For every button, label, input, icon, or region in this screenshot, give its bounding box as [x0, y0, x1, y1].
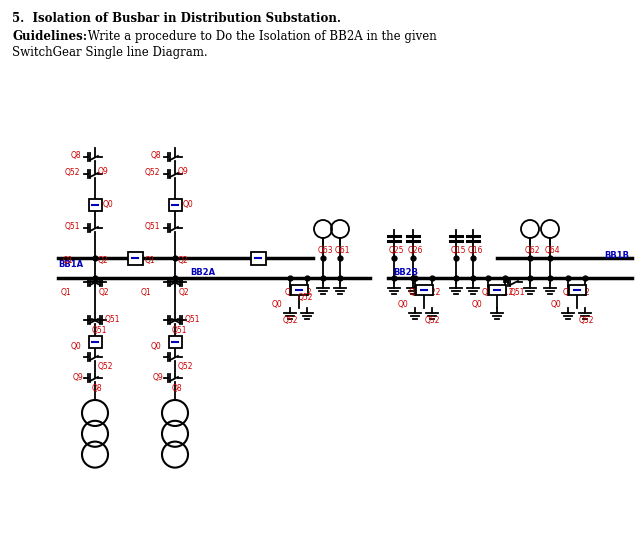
Text: Q15: Q15	[451, 246, 467, 255]
Text: Q9: Q9	[98, 167, 109, 176]
Text: Q0: Q0	[398, 300, 409, 309]
Text: Q9: Q9	[153, 373, 163, 382]
Bar	[128, 251, 142, 264]
Text: Q0: Q0	[71, 342, 82, 351]
Text: Q63: Q63	[318, 246, 333, 255]
Text: Q1: Q1	[61, 288, 72, 297]
Text: BB1B: BB1B	[604, 251, 629, 260]
Text: Q61: Q61	[335, 246, 351, 255]
Text: Q9: Q9	[73, 373, 84, 382]
Text: Q2: Q2	[302, 288, 313, 297]
Text: Q21: Q21	[409, 288, 424, 297]
Text: Q2: Q2	[178, 256, 188, 265]
Text: Q52: Q52	[98, 362, 113, 371]
Text: Q0: Q0	[272, 300, 283, 309]
Text: Q2: Q2	[580, 288, 590, 297]
Text: Q8: Q8	[92, 384, 103, 393]
Text: Q2: Q2	[98, 256, 108, 265]
Text: Q8: Q8	[172, 384, 183, 393]
Bar	[415, 285, 433, 295]
Text: Q2: Q2	[179, 288, 190, 297]
Text: Q52: Q52	[178, 362, 194, 371]
Text: SwitchGear Single line Diagram.: SwitchGear Single line Diagram.	[12, 46, 208, 59]
Text: Q8: Q8	[71, 151, 81, 160]
Text: Q1: Q1	[145, 256, 156, 265]
Text: Q8: Q8	[151, 151, 162, 160]
Bar	[169, 199, 181, 211]
Text: BB2B: BB2B	[393, 268, 418, 277]
Text: Q51: Q51	[510, 288, 526, 297]
Text: Q12: Q12	[499, 288, 514, 297]
Text: Q26: Q26	[408, 246, 424, 255]
Text: Q52: Q52	[65, 168, 81, 177]
Text: Q62: Q62	[525, 246, 540, 255]
Text: Write a procedure to Do the Isolation of BB2A in the given: Write a procedure to Do the Isolation of…	[84, 30, 437, 43]
Text: Q1: Q1	[141, 288, 152, 297]
Text: Q0: Q0	[472, 300, 483, 309]
Text: BB2A: BB2A	[190, 268, 215, 277]
Text: Q52: Q52	[145, 168, 160, 177]
Text: BB1A: BB1A	[58, 260, 83, 269]
Text: Q52: Q52	[283, 316, 299, 325]
Text: Q51: Q51	[145, 222, 160, 231]
Text: Q52: Q52	[425, 316, 440, 325]
Text: Q51: Q51	[92, 326, 108, 335]
Text: Q0: Q0	[103, 200, 113, 209]
Text: Q51: Q51	[185, 315, 201, 324]
Text: Q51: Q51	[65, 222, 81, 231]
Text: Q11: Q11	[482, 288, 497, 297]
Text: Q16: Q16	[468, 246, 483, 255]
Bar	[488, 285, 506, 295]
Bar	[290, 285, 308, 295]
Text: Q1: Q1	[563, 288, 574, 297]
Text: Q9: Q9	[178, 167, 188, 176]
Text: Q0: Q0	[151, 342, 162, 351]
Text: 5.  Isolation of Busbar in Distribution Substation.: 5. Isolation of Busbar in Distribution S…	[12, 12, 341, 25]
Text: Q1: Q1	[63, 256, 74, 265]
Text: Q64: Q64	[545, 246, 561, 255]
Text: Q0: Q0	[551, 300, 562, 309]
Text: Q52: Q52	[298, 293, 313, 302]
Bar	[169, 336, 181, 348]
Text: Q2: Q2	[99, 288, 110, 297]
Bar	[88, 199, 101, 211]
Text: Q1: Q1	[285, 288, 296, 297]
Text: Q25: Q25	[389, 246, 404, 255]
Bar	[88, 336, 101, 348]
Text: Q51: Q51	[172, 326, 188, 335]
Bar	[569, 285, 585, 295]
Text: Q22: Q22	[426, 288, 442, 297]
Text: Q52: Q52	[579, 316, 594, 325]
Text: Q0: Q0	[183, 200, 194, 209]
Bar	[251, 251, 265, 264]
Text: Guidelines:: Guidelines:	[12, 30, 87, 43]
Text: Q51: Q51	[105, 315, 121, 324]
